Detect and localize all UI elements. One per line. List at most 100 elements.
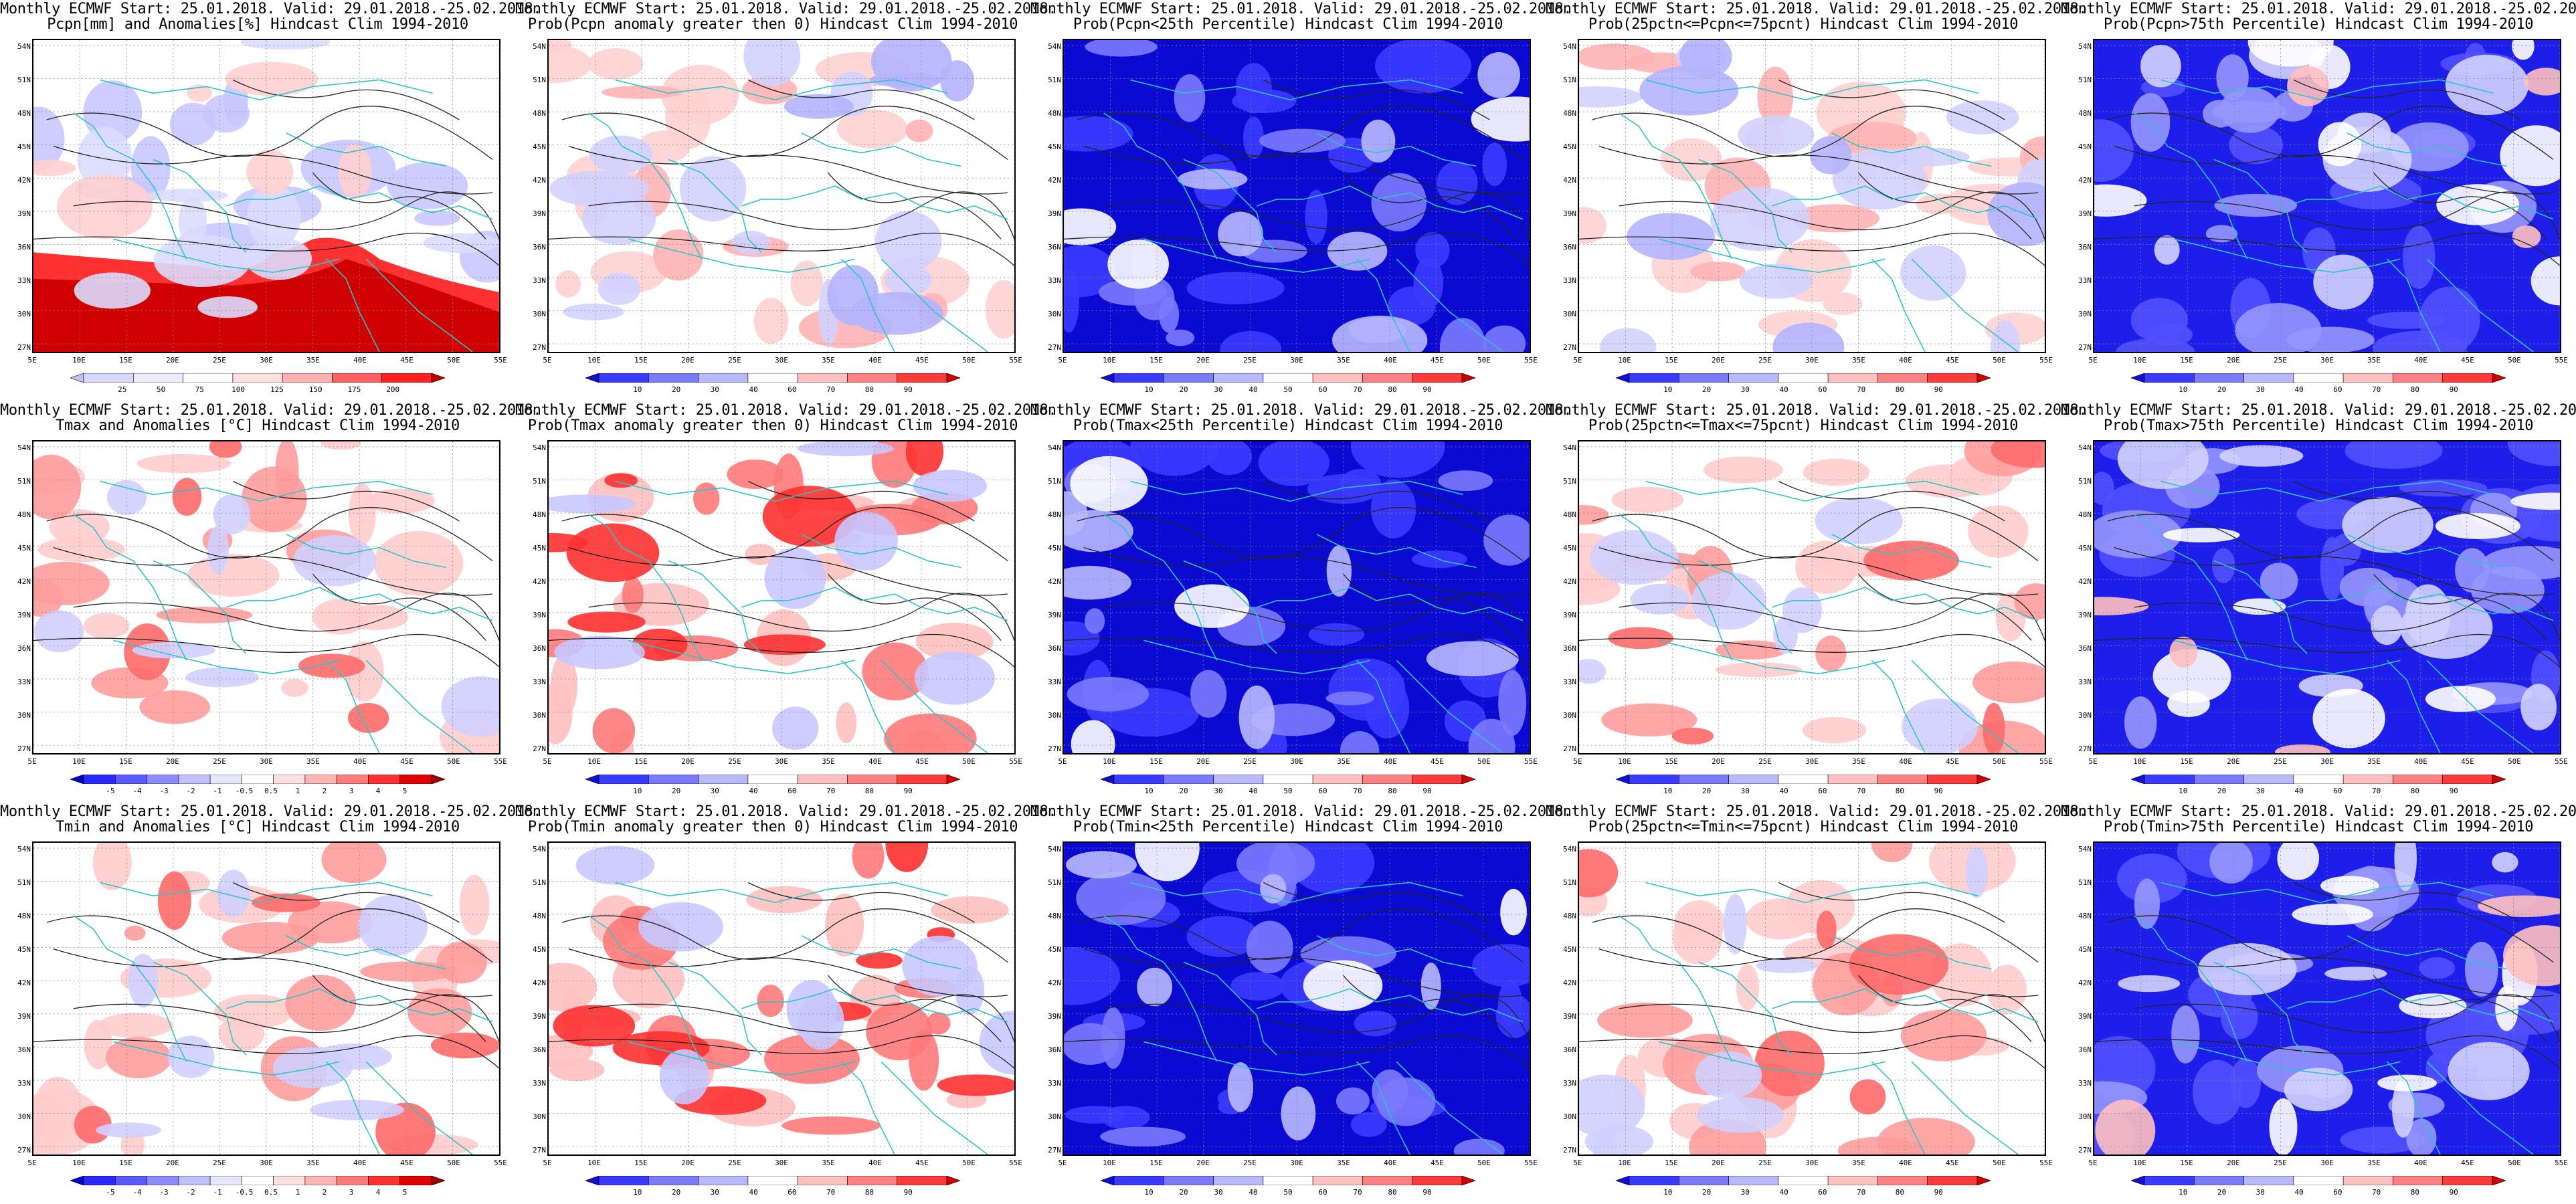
longitude-label: 40E xyxy=(1899,1159,1912,1167)
color-bar-label: 50 xyxy=(1283,1188,1293,1197)
longitude-label: 55E xyxy=(2555,1159,2568,1167)
forecast-panel: Monthly ECMWF Start: 25.01.2018. Valid: … xyxy=(1030,401,1572,803)
color-bar xyxy=(70,373,445,383)
longitude-label: 45E xyxy=(1946,1159,1959,1167)
color-bar-segment xyxy=(336,1176,369,1185)
color-bar-label: 10 xyxy=(1663,787,1673,795)
color-bar-segment xyxy=(70,373,84,383)
latitude-label: 27N xyxy=(1563,343,1576,352)
color-bar xyxy=(1616,373,1991,383)
latitude-label: 51N xyxy=(2078,878,2092,887)
latitude-label: 48N xyxy=(533,912,546,920)
latitude-label: 33N xyxy=(1563,678,1576,686)
longitude-label: 5E xyxy=(543,356,552,365)
latitude-label: 48N xyxy=(1563,912,1576,920)
longitude-label: 15E xyxy=(1149,757,1163,766)
longitude-label: 30E xyxy=(1805,356,1819,365)
latitude-label: 33N xyxy=(533,678,546,686)
latitude-label: 30N xyxy=(533,711,546,720)
latitude-label: 51N xyxy=(533,76,546,84)
latitude-label: 42N xyxy=(1048,176,1061,185)
color-bar-segment xyxy=(332,373,382,383)
latitude-label: 27N xyxy=(17,744,31,753)
latitude-label: 45N xyxy=(533,142,546,151)
longitude-label: 55E xyxy=(1524,1159,1538,1167)
color-bar-segment xyxy=(2442,775,2493,784)
map-area xyxy=(2093,39,2561,353)
longitude-label: 30E xyxy=(1290,757,1303,766)
color-bar-segment xyxy=(1629,1176,1679,1185)
color-bar-label: -5 xyxy=(106,1188,115,1197)
color-bar-label: 70 xyxy=(826,787,836,795)
longitude-label: 15E xyxy=(1665,1159,1678,1167)
panel-title: Monthly ECMWF Start: 25.01.2018. Valid: … xyxy=(515,1,1057,17)
longitude-label: 10E xyxy=(72,1159,86,1167)
latitude-label: 51N xyxy=(17,878,31,887)
color-bar-label: 60 xyxy=(1318,787,1327,795)
longitude-label: 30E xyxy=(1290,1159,1303,1167)
color-bar-label: 80 xyxy=(1895,787,1905,795)
latitude-label: 45N xyxy=(17,945,31,954)
color-bar-label: 20 xyxy=(1701,787,1712,795)
latitude-label: 33N xyxy=(17,1079,31,1088)
latitude-label: 48N xyxy=(533,510,546,519)
color-bar-label: 20 xyxy=(671,787,681,795)
latitude-label: 54N xyxy=(1563,845,1576,854)
forecast-panel: Monthly ECMWF Start: 25.01.2018. Valid: … xyxy=(515,803,1057,1204)
latitude-label: 36N xyxy=(17,243,31,252)
color-bar-segment xyxy=(399,775,432,784)
color-bar-label: 80 xyxy=(1388,787,1397,795)
color-bar-segment xyxy=(1412,373,1463,383)
latitude-label: 27N xyxy=(1048,1146,1061,1155)
latitude-label: 30N xyxy=(1563,1112,1576,1121)
color-bar-segment xyxy=(147,1176,179,1185)
longitude-label: 40E xyxy=(353,356,367,365)
color-bar-label: 80 xyxy=(2410,1188,2420,1197)
forecast-panel: Monthly ECMWF Start: 25.01.2018. Valid: … xyxy=(0,401,542,803)
color-bar-segment xyxy=(1213,1176,1264,1185)
latitude-label: 33N xyxy=(1563,1079,1576,1088)
forecast-panel: Monthly ECMWF Start: 25.01.2018. Valid: … xyxy=(2061,803,2576,1204)
latitude-label: 27N xyxy=(2078,744,2092,753)
longitude-label: 20E xyxy=(1712,757,1725,766)
latitude-label: 45N xyxy=(1048,142,1061,151)
latitude-label: 45N xyxy=(17,142,31,151)
latitude-label: 30N xyxy=(17,711,31,720)
latitude-label: 42N xyxy=(2078,176,2092,185)
longitude-label: 50E xyxy=(962,757,976,766)
latitude-label: 36N xyxy=(2078,1045,2092,1054)
color-bar-segment xyxy=(946,1176,960,1185)
color-bar-segment xyxy=(698,775,749,784)
color-bar-label: 10 xyxy=(1663,1188,1673,1197)
color-bar-segment xyxy=(1164,373,1214,383)
longitude-label: 20E xyxy=(1712,1159,1725,1167)
longitude-label: 5E xyxy=(1573,757,1582,766)
color-bar-label: 30 xyxy=(1214,787,1223,795)
latitude-label: 36N xyxy=(533,644,546,653)
color-bar-segment xyxy=(431,373,445,383)
latitude-label: 51N xyxy=(1048,76,1061,84)
color-bar-segment xyxy=(698,1176,749,1185)
longitude-label: 5E xyxy=(543,1159,552,1167)
color-bar-label: -1 xyxy=(213,787,222,795)
color-bar-label: 60 xyxy=(2333,787,2342,795)
longitude-label: 50E xyxy=(447,757,460,766)
color-bar-label: 40 xyxy=(1779,385,1788,394)
latitude-label: 39N xyxy=(533,209,546,218)
color-bar-label: 70 xyxy=(2372,787,2381,795)
latitude-label: 30N xyxy=(533,310,546,318)
longitude-label: 30E xyxy=(1805,1159,1819,1167)
longitude-label: 50E xyxy=(447,1159,460,1167)
longitude-label: 40E xyxy=(1899,757,1912,766)
longitude-label: 50E xyxy=(1993,757,2006,766)
panel-title: Monthly ECMWF Start: 25.01.2018. Valid: … xyxy=(2061,402,2576,419)
longitude-label: 25E xyxy=(1758,1159,1772,1167)
color-bar-label: 80 xyxy=(1895,385,1905,394)
color-bar-label: -0.5 xyxy=(235,787,254,795)
color-bar-label: -5 xyxy=(106,787,115,795)
longitude-label: 20E xyxy=(681,356,695,365)
color-bar-segment xyxy=(2131,1176,2145,1185)
color-bar-label: 4 xyxy=(375,1188,381,1197)
color-bar-label: 40 xyxy=(1779,787,1788,795)
latitude-label: 48N xyxy=(2078,109,2092,118)
